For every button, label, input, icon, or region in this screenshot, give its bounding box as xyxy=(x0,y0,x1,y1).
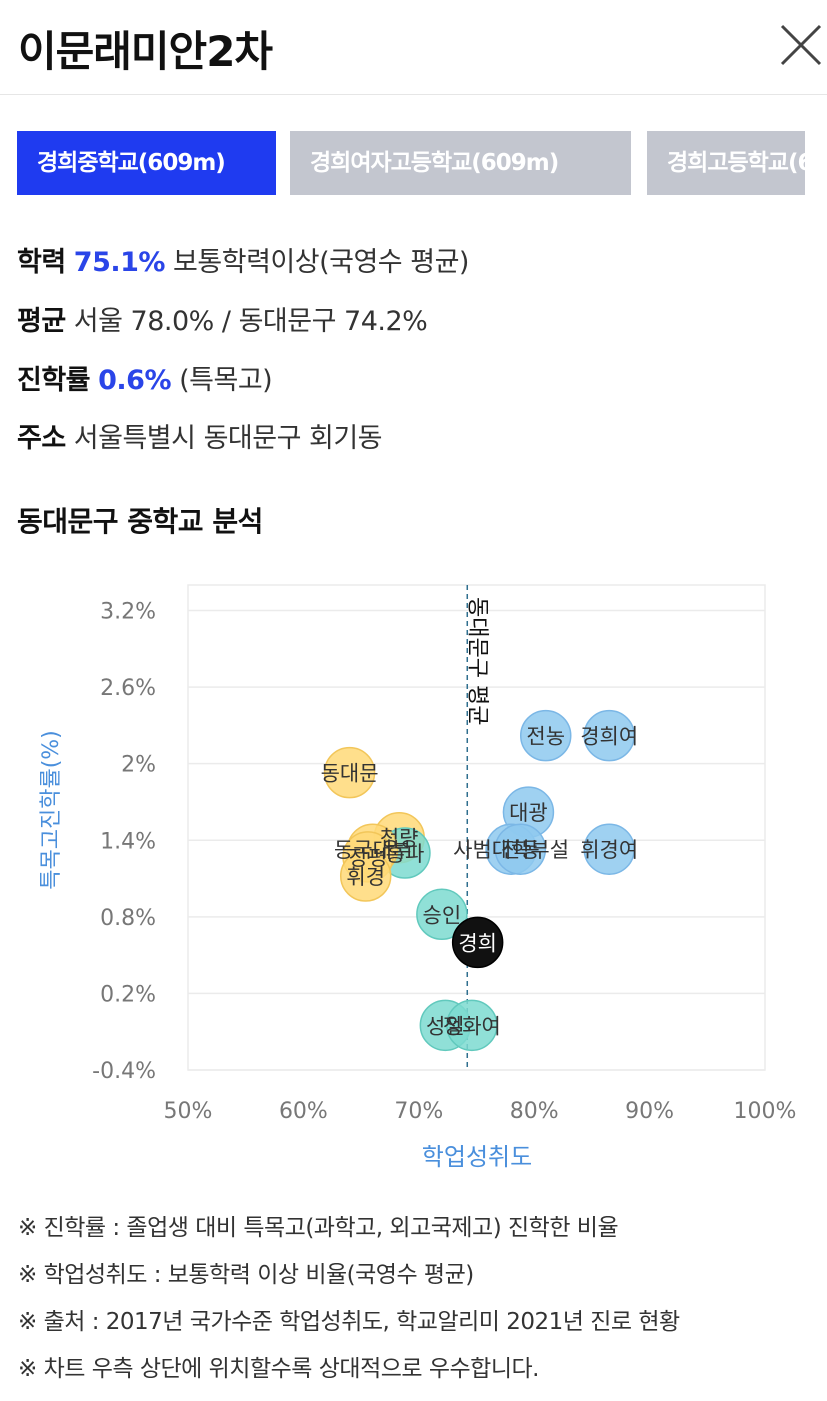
data-point-label: 사범대학부설 xyxy=(453,838,569,862)
y-tick-label: -0.4% xyxy=(92,1059,156,1084)
data-point-label: 동대문 xyxy=(321,762,379,786)
achievement-value: 75.1% xyxy=(73,247,166,278)
info-advancement: 진학률 0.6% (특목고) xyxy=(17,358,273,397)
info-achievement: 학력 75.1% 보통학력이상(국영수 평균) xyxy=(17,240,469,279)
y-tick-label: 0.8% xyxy=(100,906,156,931)
data-point-label: 경희 xyxy=(458,931,497,955)
note-2: ※ 학업성취도 : 보통학력 이상 비율(국영수 평균) xyxy=(18,1262,474,1288)
address-text: 서울특별시 동대문구 회기동 xyxy=(73,423,383,454)
achievement-suffix: 보통학력이상(국영수 평균) xyxy=(173,247,469,278)
section-title: 동대문구 중학교 분석 xyxy=(17,505,263,538)
data-point[interactable] xyxy=(323,746,376,799)
data-point[interactable] xyxy=(339,850,392,902)
data-point-label: 휘경여 xyxy=(580,838,638,862)
data-point-label: 성일 xyxy=(426,1014,465,1038)
info-average: 평균 서울 78.0% / 동대문구 74.2% xyxy=(17,299,428,338)
y-tick-label: 2.6% xyxy=(100,676,156,701)
average-text: 서울 78.0% / 동대문구 74.2% xyxy=(73,306,428,337)
data-point-label: 홍파 xyxy=(386,842,425,866)
data-point[interactable] xyxy=(494,823,547,875)
y-tick-label: 1.4% xyxy=(100,829,156,854)
reference-line-label: 동대문구 평균 xyxy=(464,597,489,725)
header: 이문래미안2차 xyxy=(0,0,827,95)
school-tabs: 경희중학교(609m) 경희여자고등학교(609m) 경희고등학교(609m) xyxy=(17,131,805,195)
data-point-label: 동국대부 xyxy=(334,838,411,862)
data-point[interactable] xyxy=(416,888,468,941)
data-point-label: 대광 xyxy=(509,801,548,825)
page-title: 이문래미안2차 xyxy=(18,27,273,76)
x-tick-label: 70% xyxy=(394,1099,443,1124)
address-key: 주소 xyxy=(17,423,66,454)
note-3: ※ 출처 : 2017년 국가수준 학업성취도, 학교알리미 2021년 진로 … xyxy=(18,1309,680,1335)
x-tick-label: 80% xyxy=(510,1099,559,1124)
data-point-label: 휘경 xyxy=(346,865,385,889)
data-point-label: 청량 xyxy=(380,827,419,851)
data-point-label: 정화여 xyxy=(443,1014,501,1038)
data-point[interactable] xyxy=(451,916,504,969)
data-point-label: 장평 xyxy=(349,846,388,870)
note-4: ※ 차트 우측 상단에 위치할수록 상대적으로 우수합니다. xyxy=(18,1356,539,1382)
reference-line-group: 동대문구 평균 xyxy=(464,585,489,1070)
note-1: ※ 진학률 : 졸업생 대비 특목고(과학고, 외고국제고) 진학한 비율 xyxy=(18,1215,619,1241)
footnotes: ※ 진학률 : 졸업생 대비 특목고(과학고, 외고국제고) 진학한 비율 ※ … xyxy=(18,1205,818,1393)
average-key: 평균 xyxy=(17,306,66,337)
info-address: 주소 서울특별시 동대문구 회기동 xyxy=(17,416,383,455)
y-tick-label: 3.2% xyxy=(100,600,156,625)
chart-ticks: 3.2% 2.6% 2% 1.4% 0.8% 0.2% -0.4% 50% 60% 70% 80% 9… xyxy=(92,600,796,1124)
x-tick-label: 60% xyxy=(279,1099,328,1124)
advancement-value: 0.6% xyxy=(98,365,172,396)
data-point[interactable] xyxy=(583,823,635,875)
data-point[interactable] xyxy=(583,709,635,762)
tab-school-1[interactable]: 경희중학교(609m) xyxy=(17,131,276,195)
data-point-label: 경희여 xyxy=(580,725,638,749)
x-tick-label: 100% xyxy=(734,1099,797,1124)
tab-school-2[interactable]: 경희여자고등학교(609m) xyxy=(290,131,631,195)
x-tick-label: 90% xyxy=(625,1099,674,1124)
y-tick-label: 2% xyxy=(121,753,156,778)
data-point-label: 승인 xyxy=(423,903,462,927)
y-tick-label: 0.2% xyxy=(100,982,156,1007)
data-point-label: 전농 xyxy=(526,725,565,749)
advancement-suffix: (특목고) xyxy=(179,365,273,396)
data-point[interactable] xyxy=(519,709,572,762)
x-axis-label: 학업성취도 xyxy=(422,1143,532,1171)
advancement-key: 진학률 xyxy=(17,365,91,396)
achievement-key: 학력 xyxy=(17,247,66,278)
data-point[interactable] xyxy=(446,999,498,1052)
tab-school-3[interactable]: 경희고등학교(609m) xyxy=(647,131,805,195)
data-point-label: 전동 xyxy=(501,838,540,862)
y-axis-label: 특목고진학률(%) xyxy=(39,730,64,890)
chart-grid xyxy=(187,584,766,1071)
x-tick-label: 50% xyxy=(164,1099,213,1124)
close-icon[interactable] xyxy=(778,22,824,68)
